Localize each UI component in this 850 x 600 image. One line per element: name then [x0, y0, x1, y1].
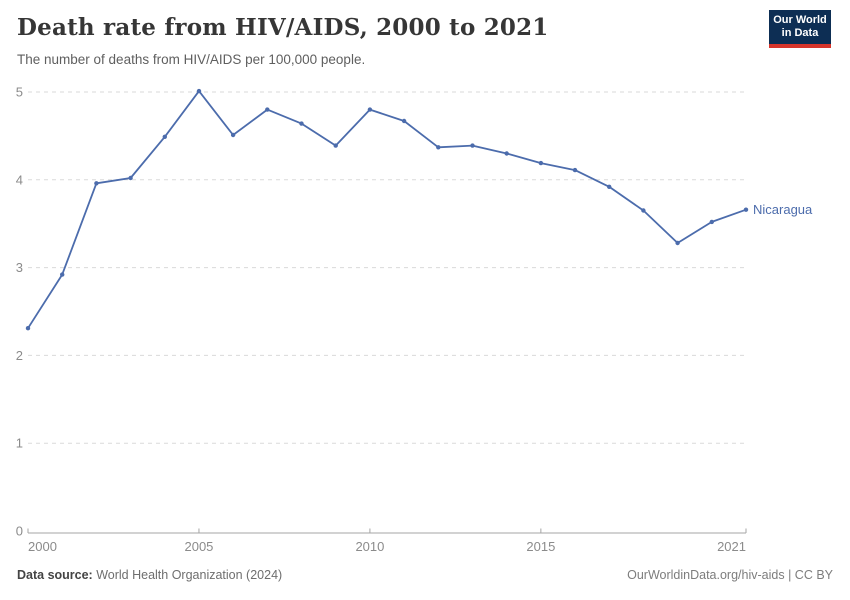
page-title: Death rate from HIV/AIDS, 2000 to 2021: [17, 14, 549, 41]
line-series-nicaragua: [27, 90, 747, 330]
data-source-note: Data source: World Health Organization (…: [17, 568, 282, 582]
data-point-2014: [504, 151, 509, 156]
y-tick-label-5: 5: [16, 85, 23, 100]
data-point-2020: [709, 219, 714, 225]
x-tick-label-2015: 2015: [526, 539, 555, 554]
entity-label: Nicaragua: [753, 202, 813, 217]
data-point-2003: [128, 175, 133, 181]
data-point-2018: [641, 208, 646, 213]
y-tick-label-2: 2: [16, 348, 23, 363]
owid-logo-line2: in Data: [781, 27, 819, 39]
data-point-2012: [436, 145, 441, 150]
data-point-2009: [333, 143, 338, 148]
owid-logo-line1: Our World: [773, 14, 827, 26]
data-point-2011: [401, 118, 407, 124]
data-point-2004: [162, 134, 167, 139]
y-tick-label-1: 1: [16, 436, 23, 451]
data-point-2016: [572, 167, 578, 173]
data-point-2008: [299, 121, 304, 126]
data-point-2007: [265, 107, 270, 112]
data-point-2019: [675, 240, 680, 246]
data-point-2005: [196, 88, 202, 94]
data-point-2006: [230, 132, 236, 138]
owid-logo: Our World in Data: [769, 10, 831, 48]
x-tick-label-2010: 2010: [355, 539, 384, 554]
data-source-value: World Health Organization (2024): [92, 568, 283, 582]
data-source-label: Data source:: [17, 568, 93, 582]
x-tick-label-2005: 2005: [184, 539, 213, 554]
data-point-2017: [607, 184, 612, 189]
license-credit: OurWorldinData.org/hiv-aids | CC BY: [627, 568, 833, 582]
chart-footer: Data source: World Health Organization (…: [17, 568, 833, 582]
y-tick-label-0: 0: [16, 524, 23, 539]
data-point-2015: [538, 160, 544, 166]
x-tick-label-2000: 2000: [28, 539, 57, 554]
data-point-2002: [94, 181, 99, 186]
data-point-2013: [470, 143, 475, 148]
chart-subtitle: The number of deaths from HIV/AIDS per 1…: [17, 52, 366, 67]
x-tick-label-2021: 2021: [717, 539, 746, 554]
data-point-2001: [60, 272, 65, 277]
data-point-2021: [743, 207, 749, 212]
y-tick-label-3: 3: [16, 260, 23, 275]
data-point-2010: [367, 107, 373, 112]
data-point-2000: [25, 326, 31, 331]
y-tick-label-4: 4: [16, 172, 23, 187]
